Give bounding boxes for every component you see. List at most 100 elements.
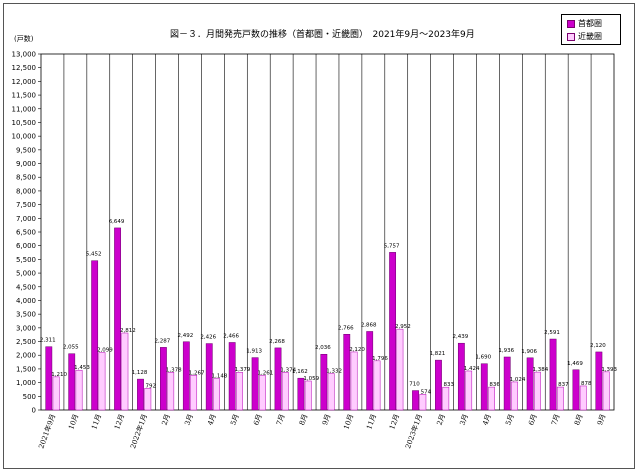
legend-item-shutoken: 首都圏 <box>567 18 602 30</box>
bar-kinki <box>144 388 152 411</box>
y-tick-label: 3,000 <box>16 324 36 332</box>
x-tick-label: 5月 <box>229 413 240 427</box>
x-tick-label: 2021年9月 <box>36 413 57 450</box>
bar-kinki <box>579 385 587 411</box>
bar-shutoken <box>366 331 374 411</box>
bar-kinki <box>396 328 404 411</box>
legend-label-kinki: 近畿圏 <box>578 32 602 41</box>
bar-shutoken <box>45 346 53 411</box>
data-label-kinki: 1,453 <box>74 365 90 371</box>
data-label-kinki: 1,796 <box>372 356 388 362</box>
bar-shutoken <box>228 342 236 411</box>
bar-shutoken <box>343 334 351 411</box>
y-tick-label: 1,000 <box>16 379 36 387</box>
bar-kinki <box>350 351 358 411</box>
data-label-shutoken: 1,906 <box>521 349 537 355</box>
y-tick-label: 4,000 <box>16 297 36 305</box>
bar-kinki <box>121 332 129 411</box>
bar-kinki <box>442 386 450 411</box>
bar-shutoken <box>274 347 282 411</box>
data-label-shutoken: 1,162 <box>292 369 308 375</box>
bar-kinki <box>534 371 541 411</box>
y-axis-unit-label: (戸数) <box>14 35 34 43</box>
data-label-shutoken: 2,591 <box>544 330 560 336</box>
bar-kinki <box>98 352 106 411</box>
x-tick-label: 9月 <box>596 413 607 427</box>
y-tick-label: 9,500 <box>16 146 36 154</box>
data-label-kinki: 574 <box>421 389 432 395</box>
y-tick-label: 10,500 <box>12 119 37 127</box>
y-tick-label: 8,000 <box>16 187 36 195</box>
x-tick-label: 9月 <box>321 413 332 427</box>
x-tick-label: 3月 <box>458 413 469 427</box>
bar-kinki <box>465 370 473 411</box>
legend-label-shutoken: 首都圏 <box>578 19 602 28</box>
x-tick-label: 2023年1月 <box>403 413 424 450</box>
bar-kinki <box>304 380 312 411</box>
bar-kinki <box>213 378 220 411</box>
data-label-shutoken: 2,439 <box>452 334 468 340</box>
data-label-kinki: 1,374 <box>280 367 296 373</box>
data-label-shutoken: 2,311 <box>40 338 56 344</box>
bar-kinki <box>75 369 83 411</box>
data-label-shutoken: 1,913 <box>246 349 262 355</box>
y-tick-label: 2,500 <box>16 338 36 346</box>
data-label-kinki: 1,393 <box>601 367 617 373</box>
data-label-shutoken: 1,690 <box>475 355 491 361</box>
data-label-kinki: 836 <box>489 382 500 388</box>
bar-kinki <box>258 375 266 411</box>
x-tick-label: 2月 <box>436 413 447 427</box>
x-tick-label: 12月 <box>388 413 401 431</box>
data-label-shutoken: 2,766 <box>338 325 354 331</box>
bar-kinki <box>281 372 289 411</box>
bar-shutoken <box>572 369 580 411</box>
bar-kinki <box>511 381 518 411</box>
data-label-kinki: 792 <box>146 383 157 389</box>
y-tick-label: 6,500 <box>16 229 36 237</box>
chart-legend: 首都圏 近畿圏 <box>561 14 621 45</box>
bar-shutoken <box>137 378 144 411</box>
data-label-shutoken: 2,055 <box>63 345 79 351</box>
x-tick-label: 5月 <box>504 413 515 427</box>
bar-shutoken <box>595 351 603 411</box>
data-label-shutoken: 1,936 <box>498 348 514 354</box>
y-tick-label: 1,500 <box>16 365 36 373</box>
bar-shutoken <box>205 343 213 411</box>
bar-shutoken <box>297 377 305 411</box>
x-tick-label: 7月 <box>550 413 561 427</box>
data-label-kinki: 1,261 <box>258 370 274 376</box>
bar-kinki <box>236 371 243 411</box>
legend-swatch-kinki <box>567 32 575 41</box>
x-tick-label: 6月 <box>527 413 538 427</box>
bar-kinki <box>190 375 198 411</box>
x-tick-label: 2月 <box>160 413 171 427</box>
data-label-kinki: 1,267 <box>189 370 205 376</box>
x-tick-label: 11月 <box>90 413 103 431</box>
y-tick-label: 12,500 <box>12 64 37 72</box>
y-tick-label: 7,500 <box>16 201 36 209</box>
data-label-kinki: 2,952 <box>395 324 411 330</box>
bar-shutoken <box>480 363 488 411</box>
bar-kinki <box>419 394 427 411</box>
y-tick-label: 5,500 <box>16 256 36 264</box>
data-label-kinki: 1,379 <box>235 367 251 373</box>
data-label-shutoken: 2,268 <box>269 339 285 345</box>
data-label-kinki: 1,424 <box>464 366 480 372</box>
y-tick-label: 13,000 <box>12 51 37 59</box>
data-label-kinki: 1,378 <box>166 367 182 373</box>
y-tick-label: 11,500 <box>12 92 37 100</box>
bar-shutoken <box>435 359 442 411</box>
y-tick-label: 9,000 <box>16 160 36 168</box>
data-label-kinki: 837 <box>558 382 569 388</box>
y-tick-label: 5,000 <box>16 270 36 278</box>
bar-kinki <box>167 372 175 411</box>
data-label-kinki: 2,812 <box>120 328 136 334</box>
chart-frame <box>3 3 635 469</box>
bar-shutoken <box>526 357 534 411</box>
y-tick-label: 2,000 <box>16 352 36 360</box>
y-tick-label: 6,000 <box>16 242 36 250</box>
data-label-kinki: 2,120 <box>349 347 365 353</box>
bar-shutoken <box>412 390 419 411</box>
bar-shutoken <box>114 227 121 411</box>
